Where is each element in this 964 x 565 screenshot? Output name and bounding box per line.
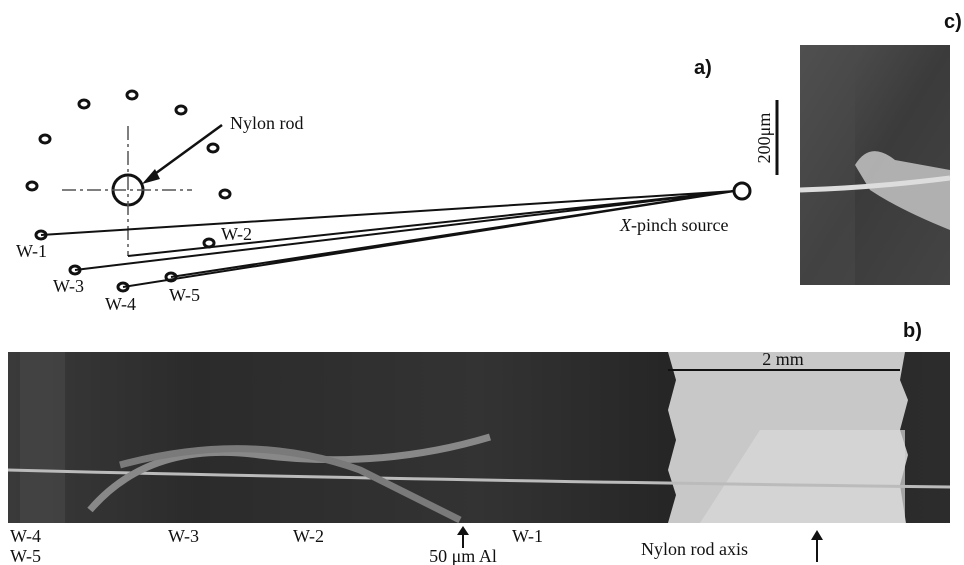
diagram: Nylon rod W-1 W-2 W-3 W-4 W-5 X-pinch so… (16, 57, 752, 314)
panel-label: a) (694, 57, 712, 79)
source-label: X-pinch source (619, 215, 728, 235)
scale-label: 200μm (754, 113, 774, 164)
wire-label: W-3 (53, 276, 84, 296)
wire-label: W-2 (221, 224, 252, 244)
wire-label: W-4 (105, 294, 136, 314)
radiograph: 2 mm b) W-4 W-5 W-3 W-2 50 μm Al W-1 Nyl… (7, 320, 951, 565)
scale-label: 2 mm (762, 349, 804, 369)
source-rest: -pinch source (631, 215, 728, 235)
inset-image: 200μm c) (754, 11, 962, 285)
wire-label: W-2 (293, 526, 324, 546)
rod-label: Nylon rod (230, 113, 304, 133)
panel-label: c) (944, 11, 962, 33)
panel-label: b) (903, 320, 922, 342)
foil-label: 50 μm Al (429, 546, 497, 565)
axis-label: Nylon rod axis (641, 539, 748, 559)
wire-label: W-3 (168, 526, 199, 546)
source-italic: X (619, 215, 632, 235)
wire-label: W-4 (10, 526, 41, 546)
wire-label: W-1 (16, 241, 47, 261)
wire-label: W-5 (10, 546, 41, 565)
wire-label: W-5 (169, 285, 200, 305)
wire-label: W-1 (512, 526, 543, 546)
